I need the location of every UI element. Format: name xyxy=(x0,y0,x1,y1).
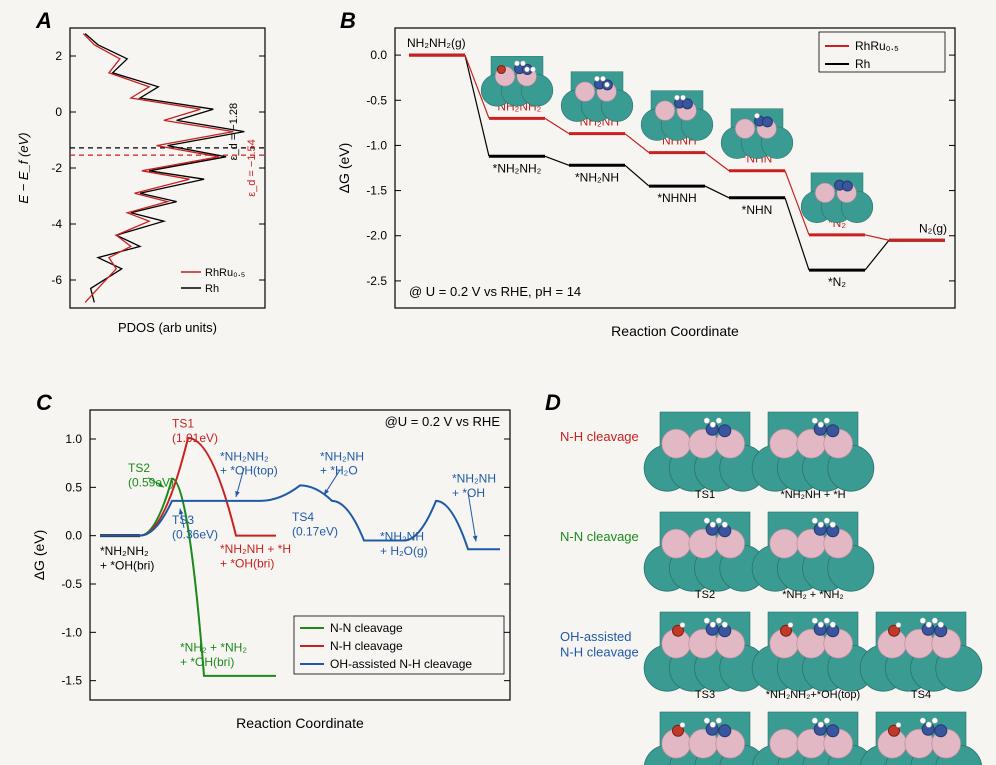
svg-text:TS3: TS3 xyxy=(695,689,715,701)
svg-text:OH-assistedN-H cleavage: OH-assistedN-H cleavage xyxy=(560,629,639,660)
svg-text:-6: -6 xyxy=(51,273,62,287)
svg-text:TS3(0.36eV): TS3(0.36eV) xyxy=(172,513,218,541)
panel-c: -1.5 -1.0 -0.5 0.0 0.5 1.0 ΔG (eV) Reaction Coo… xyxy=(31,410,510,731)
svg-text:Rh: Rh xyxy=(205,283,219,295)
svg-text:*NHN: *NHN xyxy=(742,203,773,217)
svg-text:*NH₂NH + *H: *NH₂NH + *H xyxy=(780,489,845,501)
molecule-cell xyxy=(752,612,874,691)
svg-text:N₂(g): N₂(g) xyxy=(919,221,947,235)
figure-canvas: -6 -4 -2 0 2 E − E_f (eV) PDOS (arb units) ε_d … xyxy=(0,0,996,765)
panel-d: N-H cleavage TS1 *NH₂NH + *H N-N cleavage TS… xyxy=(560,412,982,765)
svg-text:@U = 0.2 V vs RHE: @U = 0.2 V vs RHE xyxy=(385,414,501,429)
svg-text:*NH₂NH₂+ *OH(bri): *NH₂NH₂+ *OH(bri) xyxy=(100,544,154,572)
svg-text:N-H cleavage: N-H cleavage xyxy=(330,639,403,653)
svg-text:*NHNH: *NHNH xyxy=(657,191,696,205)
svg-text:-0.5: -0.5 xyxy=(366,93,387,107)
molecule-cell xyxy=(860,712,982,765)
svg-text:PDOS (arb units): PDOS (arb units) xyxy=(118,320,217,335)
svg-text:-1.0: -1.0 xyxy=(61,625,82,639)
svg-text:N-N cleavage: N-N cleavage xyxy=(560,529,639,544)
molecule-thumb xyxy=(641,91,713,141)
svg-text:*NH₂ + *NH₂: *NH₂ + *NH₂ xyxy=(782,589,843,601)
svg-text:TS4(0.17eV): TS4(0.17eV) xyxy=(292,510,338,538)
svg-text:Rh: Rh xyxy=(855,57,870,71)
svg-text:N-N cleavage: N-N cleavage xyxy=(330,621,403,635)
svg-text:0.0: 0.0 xyxy=(65,529,82,543)
svg-text:E − E_f (eV): E − E_f (eV) xyxy=(16,132,31,203)
molecule-cell xyxy=(752,512,874,591)
svg-text:N-H cleavage: N-H cleavage xyxy=(560,429,639,444)
molecule-cell xyxy=(752,712,874,765)
molecule-cell xyxy=(644,612,766,691)
molecule-cell xyxy=(860,612,982,691)
svg-text:-0.5: -0.5 xyxy=(61,577,82,591)
svg-text:ΔG (eV): ΔG (eV) xyxy=(336,143,352,194)
svg-text:RhRu₀.₅: RhRu₀.₅ xyxy=(205,267,245,279)
svg-text:*N₂: *N₂ xyxy=(828,275,846,289)
svg-text:TS1: TS1 xyxy=(695,489,715,501)
molecule-thumb xyxy=(721,109,793,159)
svg-text:-1.5: -1.5 xyxy=(61,674,82,688)
svg-text:*NH₂NH+ H₂O(g): *NH₂NH+ H₂O(g) xyxy=(380,530,428,558)
svg-text:*NH₂ + *NH₂+ *OH(bri): *NH₂ + *NH₂+ *OH(bri) xyxy=(180,641,247,669)
svg-text:*NH₂NH: *NH₂NH xyxy=(575,170,619,184)
svg-text:0.5: 0.5 xyxy=(65,480,82,494)
svg-text:TS4: TS4 xyxy=(911,689,931,701)
svg-text:TS2: TS2 xyxy=(695,589,715,601)
svg-text:NH₂NH₂(g): NH₂NH₂(g) xyxy=(407,36,466,50)
svg-text:*NH₂NH + *H+ *OH(bri): *NH₂NH + *H+ *OH(bri) xyxy=(220,542,291,570)
molecule-cell xyxy=(752,412,874,491)
svg-text:TS2(0.59eV): TS2(0.59eV) xyxy=(128,461,174,489)
svg-text:ε_d = −1.54: ε_d = −1.54 xyxy=(246,139,258,197)
svg-text:-1.5: -1.5 xyxy=(366,184,387,198)
molecule-cell xyxy=(644,412,766,491)
svg-text:*NH₂NH+ *OH: *NH₂NH+ *OH xyxy=(452,472,496,500)
molecule-cell xyxy=(644,512,766,591)
molecule-cell xyxy=(644,712,766,765)
svg-text:ΔG (eV): ΔG (eV) xyxy=(31,530,47,581)
svg-text:*NH₂NH+ *H₂O: *NH₂NH+ *H₂O xyxy=(320,449,364,477)
svg-text:*NH₂NH₂+*OH(top): *NH₂NH₂+*OH(top) xyxy=(766,689,860,701)
svg-text:-2.5: -2.5 xyxy=(366,274,387,288)
svg-text:-4: -4 xyxy=(51,217,62,231)
molecule-thumb xyxy=(801,173,873,223)
svg-text:*NH₂NH₂+ *OH(top): *NH₂NH₂+ *OH(top) xyxy=(220,449,278,477)
svg-text:TS1(1.01eV): TS1(1.01eV) xyxy=(172,416,218,444)
svg-text:-2.0: -2.0 xyxy=(366,229,387,243)
svg-text:0: 0 xyxy=(55,105,62,119)
molecule-thumb xyxy=(561,72,633,122)
svg-text:Reaction Coordinate: Reaction Coordinate xyxy=(611,323,739,339)
svg-text:0.0: 0.0 xyxy=(370,48,387,62)
svg-text:1.0: 1.0 xyxy=(65,432,82,446)
svg-text:*NH₂NH₂: *NH₂NH₂ xyxy=(493,161,542,175)
molecule-thumb xyxy=(481,56,553,106)
svg-text:@ U = 0.2 V vs RHE, pH = 14: @ U = 0.2 V vs RHE, pH = 14 xyxy=(409,284,581,299)
panel-a: -6 -4 -2 0 2 E − E_f (eV) PDOS (arb units) ε_d … xyxy=(16,28,265,335)
panel-a-legend: RhRu₀.₅ Rh xyxy=(181,267,245,295)
svg-text:-1.0: -1.0 xyxy=(366,138,387,152)
panel-b: -2.5 -2.0 -1.5 -1.0 -0.5 0.0 ΔG (eV) Reaction C… xyxy=(336,28,955,339)
svg-text:OH-assisted N-H cleavage: OH-assisted N-H cleavage xyxy=(330,657,472,671)
svg-text:2: 2 xyxy=(55,49,62,63)
svg-text:RhRu₀.₅: RhRu₀.₅ xyxy=(855,39,899,53)
svg-text:Reaction Coordinate: Reaction Coordinate xyxy=(236,715,364,731)
svg-text:-2: -2 xyxy=(51,161,62,175)
svg-text:ε_d = −1.28: ε_d = −1.28 xyxy=(228,103,240,161)
